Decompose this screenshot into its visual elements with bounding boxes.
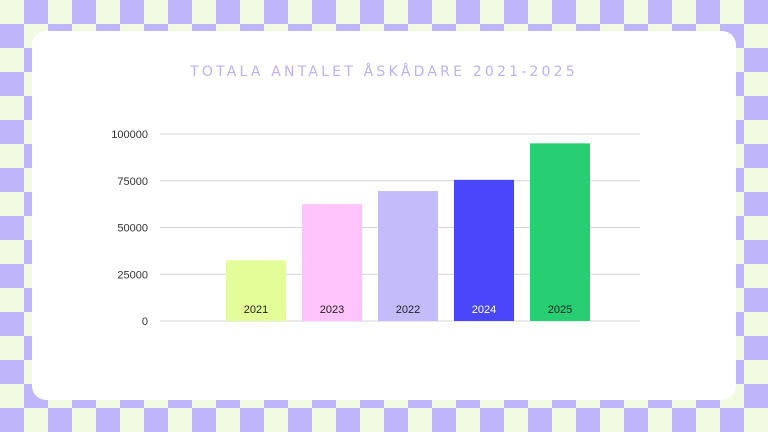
bar-2024 (454, 179, 514, 321)
bar-2022 (378, 191, 438, 321)
chart-title: TOTALA ANTALET ÅSKÅDARE 2021-2025 (190, 64, 578, 80)
y-tick-label: 25000 (117, 269, 148, 281)
bars: 2021 2023 2022 2024 2025 (226, 143, 590, 321)
bar-2021 (226, 260, 286, 321)
bar-2023 (302, 204, 362, 321)
bar-label-2025: 2025 (548, 304, 572, 316)
bar-label-2024: 2024 (472, 304, 496, 316)
y-tick-label: 50000 (117, 223, 148, 235)
y-tick-label: 0 (142, 316, 148, 328)
bar-label-2022: 2022 (396, 304, 420, 316)
bar-2025 (530, 143, 590, 321)
bar-label-2023: 2023 (320, 304, 344, 316)
y-tick-label: 100000 (111, 129, 148, 141)
y-axis-ticks: 0 25000 50000 75000 100000 (111, 129, 148, 328)
bar-label-2021: 2021 (244, 304, 268, 316)
y-tick-label: 75000 (117, 176, 148, 188)
